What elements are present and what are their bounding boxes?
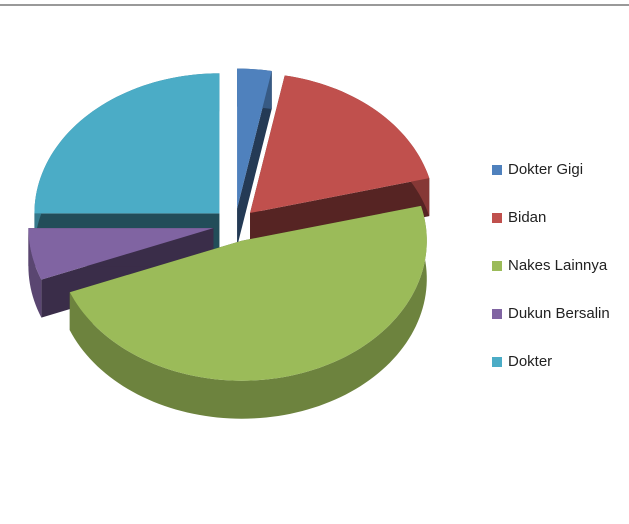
legend-label: Dokter — [508, 353, 552, 370]
legend-label: Dukun Bersalin — [508, 305, 610, 322]
slice-top — [69, 205, 427, 381]
slice-top — [34, 73, 220, 214]
slice-wall — [69, 205, 427, 419]
pie-slice — [34, 73, 220, 252]
legend-label: Nakes Lainnya — [508, 257, 608, 274]
slice-wall — [28, 228, 42, 318]
pie-slice — [250, 75, 430, 251]
legend-label: Dokter Gigi — [508, 161, 583, 178]
slice-top — [28, 228, 214, 280]
legend-swatch — [492, 213, 502, 223]
legend-swatch — [492, 357, 502, 367]
slice-side — [237, 71, 272, 247]
pie-slice — [69, 205, 427, 419]
slice-top — [250, 75, 430, 213]
legend-swatch — [492, 165, 502, 175]
slice-top — [237, 68, 272, 209]
pie-slice — [237, 68, 272, 247]
legend-swatch — [492, 309, 502, 319]
legend-label: Bidan — [508, 209, 546, 226]
legend-swatch — [492, 261, 502, 271]
